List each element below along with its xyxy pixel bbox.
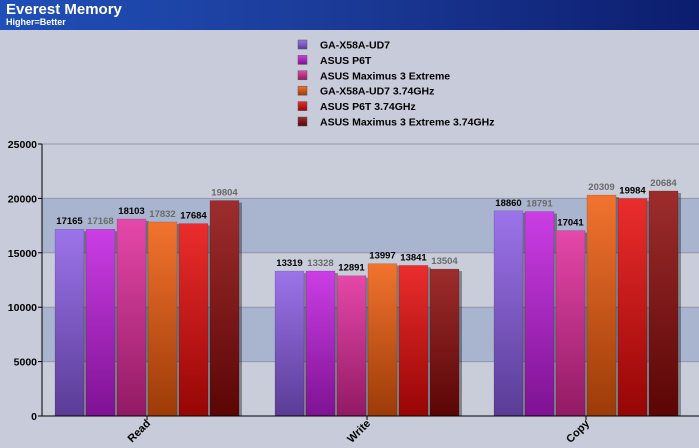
y-tick-label: 25000 bbox=[8, 139, 37, 151]
legend-swatch bbox=[297, 116, 308, 127]
bars bbox=[54, 190, 681, 417]
legend-entry: ASUS Maximus 3 Extreme bbox=[320, 70, 450, 82]
y-tick-label: 0 bbox=[31, 411, 37, 423]
value-label: 19804 bbox=[211, 188, 238, 199]
value-label: 13319 bbox=[276, 258, 302, 269]
bar bbox=[116, 218, 147, 417]
y-tick-label: 15000 bbox=[8, 248, 37, 260]
x-tick-label: Read bbox=[126, 418, 154, 446]
bar bbox=[493, 210, 524, 417]
bar bbox=[147, 221, 178, 417]
legend-entry: ASUS Maximus 3 Extreme 3.74GHz bbox=[320, 117, 495, 129]
bar bbox=[586, 194, 617, 417]
bar bbox=[54, 228, 85, 417]
x-tick-label: Copy bbox=[564, 417, 593, 446]
bar bbox=[305, 270, 336, 417]
legend-swatch bbox=[297, 39, 308, 50]
value-label: 13841 bbox=[400, 252, 427, 263]
value-label: 17684 bbox=[180, 211, 207, 222]
bar bbox=[367, 263, 398, 417]
legend-swatch bbox=[297, 55, 308, 65]
value-label: 17041 bbox=[557, 218, 584, 229]
legend-entry: GA-X58A-UD7 3.74GHz bbox=[320, 86, 434, 98]
value-label: 13328 bbox=[307, 258, 333, 269]
bar bbox=[178, 223, 209, 417]
value-label: 18791 bbox=[526, 199, 553, 210]
legend-entry: ASUS P6T 3.74GHz bbox=[320, 101, 416, 113]
legend-swatch bbox=[297, 101, 308, 111]
bar bbox=[398, 265, 429, 417]
value-label: 13504 bbox=[431, 256, 458, 267]
legend-entry: ASUS P6T bbox=[320, 55, 372, 67]
y-tick-label: 5000 bbox=[14, 357, 38, 369]
value-label: 17168 bbox=[87, 216, 113, 227]
value-label: 13997 bbox=[369, 251, 395, 262]
value-label: 17165 bbox=[56, 216, 83, 227]
bar bbox=[85, 228, 116, 417]
value-labels: 17165 17168 18103 17832 17684 19804 13319 13328… bbox=[56, 178, 677, 274]
chart-subtitle: Higher=Better bbox=[6, 17, 66, 27]
grid-band bbox=[42, 144, 699, 199]
value-label: 20309 bbox=[588, 182, 614, 193]
bar bbox=[524, 211, 555, 417]
bar bbox=[336, 275, 367, 417]
bar bbox=[555, 230, 586, 417]
bar bbox=[617, 198, 648, 417]
x-tick-label: Write bbox=[345, 418, 373, 446]
legend: GA-X58A-UD7 ASUS P6T ASUS Maximus 3 Extrem… bbox=[297, 39, 495, 129]
bar bbox=[274, 270, 305, 417]
bar-chart: GA-X58A-UD7 ASUS P6T ASUS Maximus 3 Extrem… bbox=[8, 39, 699, 446]
value-label: 19984 bbox=[619, 186, 646, 197]
bar bbox=[429, 268, 460, 417]
value-label: 17832 bbox=[149, 209, 175, 220]
bar bbox=[209, 200, 240, 417]
chart-header: Everest Memory Higher=Better bbox=[0, 0, 699, 30]
legend-swatch bbox=[297, 85, 308, 96]
value-label: 18103 bbox=[118, 206, 144, 217]
legend-entry: GA-X58A-UD7 bbox=[320, 40, 390, 52]
chart-title: Everest Memory bbox=[6, 1, 122, 18]
value-label: 20684 bbox=[650, 178, 677, 189]
y-tick-label: 20000 bbox=[8, 193, 37, 205]
legend-swatch bbox=[297, 70, 308, 81]
value-label: 12891 bbox=[338, 263, 365, 274]
bar bbox=[648, 190, 679, 417]
y-tick-label: 10000 bbox=[8, 302, 37, 314]
value-label: 18860 bbox=[495, 198, 521, 209]
